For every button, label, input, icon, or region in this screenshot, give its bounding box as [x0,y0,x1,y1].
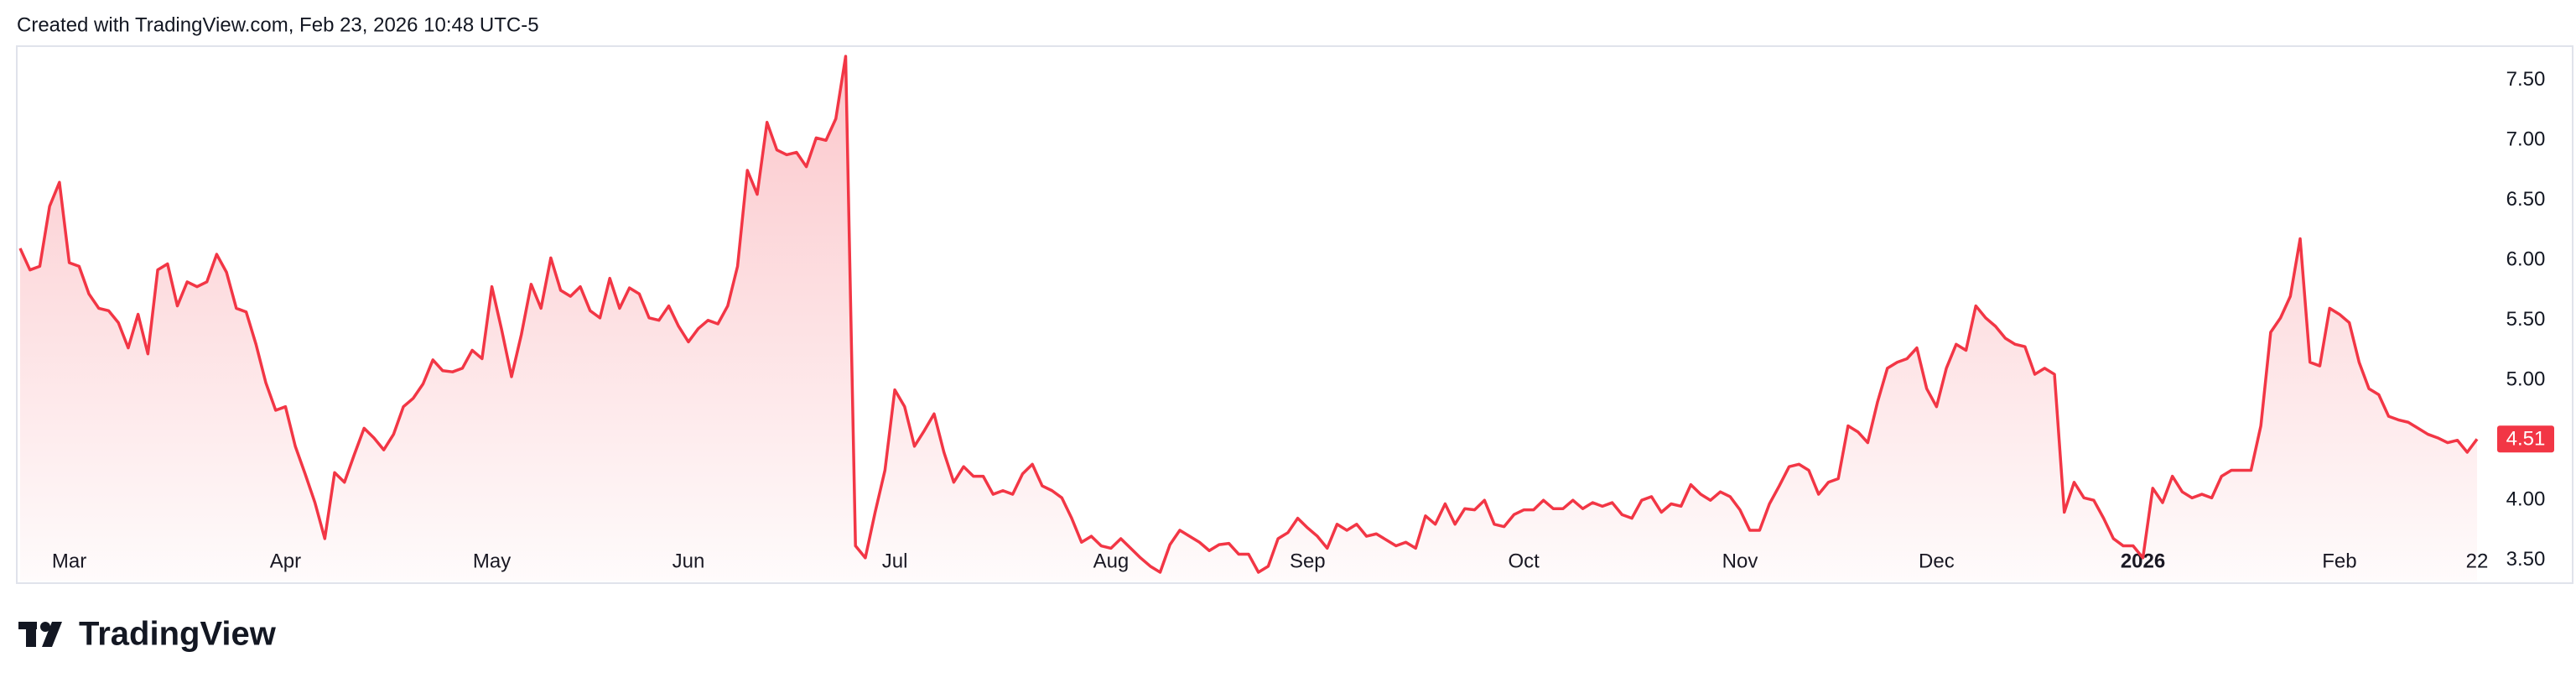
y-tick-label: 5.00 [2506,368,2546,391]
plot-area: 3.504.004.505.005.506.006.507.007.50MarA… [18,55,2554,581]
area-fill [20,56,2477,581]
y-tick-label: 6.00 [2506,248,2546,271]
y-tick-label: 5.50 [2506,308,2546,331]
credit: Created with TradingView.com, Feb 23, 20… [17,13,539,36]
chart-frame [16,45,2573,584]
y-tick-label: 6.50 [2506,188,2546,211]
last-value-badge [2497,425,2554,453]
brand-name: TradingView [79,616,277,653]
y-tick-label: 7.50 [2506,68,2546,91]
y-tick-label: 4.00 [2506,488,2546,511]
y-tick-label: 7.00 [2506,128,2546,151]
brand-logo [18,622,62,647]
y-tick-label: 3.50 [2506,548,2546,571]
price-line [18,55,2479,574]
last-value-label: 4.51 [2506,428,2546,451]
